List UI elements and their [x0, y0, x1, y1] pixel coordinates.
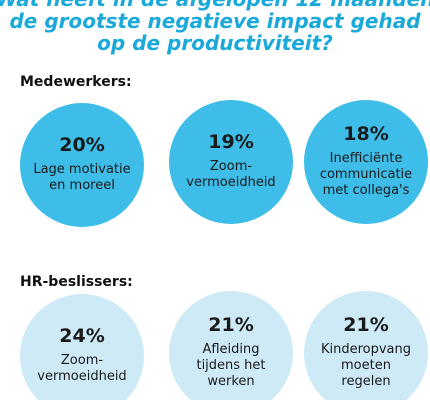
stat-label: Afleiding: [202, 342, 259, 357]
stat-label: Lage motivatie: [33, 162, 130, 177]
title-line: Wat heeft in de afgelopen 12 maanden: [0, 0, 430, 11]
stat-circle: [304, 100, 428, 224]
stat-label: moeten: [341, 358, 391, 373]
stat-circle: [169, 291, 293, 400]
stat-label: regelen: [341, 374, 390, 389]
title-line: op de productiviteit?: [97, 31, 333, 55]
stat-percent: 21%: [343, 314, 388, 336]
stat-label: Zoom-: [61, 353, 103, 368]
stat-circle: [20, 294, 144, 400]
stat-label: communicatie: [320, 167, 412, 182]
group-heading: Medewerkers:: [20, 74, 132, 90]
stat-label: Inefficiënte: [330, 151, 403, 166]
stat-circle: [169, 100, 293, 224]
stat-label: vermoeidheid: [186, 175, 275, 190]
stat-percent: 24%: [59, 325, 104, 347]
stat-label: werken: [207, 374, 254, 389]
stat-label: vermoeidheid: [37, 369, 126, 384]
stat-label: en moreel: [49, 178, 115, 193]
title-line: de grootste negatieve impact gehad: [9, 9, 421, 33]
stat-label: tijdens het: [196, 358, 265, 373]
stat-percent: 20%: [59, 134, 104, 156]
stat-percent: 21%: [208, 314, 253, 336]
stat-label: met collega's: [323, 183, 410, 198]
stat-percent: 18%: [343, 123, 388, 145]
stat-percent: 19%: [208, 131, 253, 153]
group-heading: HR-beslissers:: [20, 274, 133, 290]
stat-label: Kinderopvang: [321, 342, 411, 357]
stat-label: Zoom-: [210, 159, 252, 174]
stat-circle: [20, 103, 144, 227]
stat-circle: [304, 291, 428, 400]
